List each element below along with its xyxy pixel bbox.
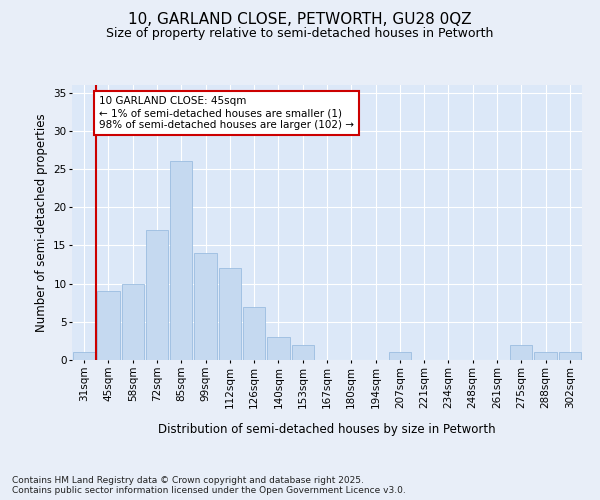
Bar: [292, 344, 314, 360]
Text: 10, GARLAND CLOSE, PETWORTH, GU28 0QZ: 10, GARLAND CLOSE, PETWORTH, GU28 0QZ: [128, 12, 472, 28]
Text: 10 GARLAND CLOSE: 45sqm
← 1% of semi-detached houses are smaller (1)
98% of semi: 10 GARLAND CLOSE: 45sqm ← 1% of semi-det…: [99, 96, 354, 130]
Y-axis label: Number of semi-detached properties: Number of semi-detached properties: [35, 113, 47, 332]
Bar: [97, 291, 119, 360]
Bar: [559, 352, 581, 360]
Bar: [389, 352, 411, 360]
Bar: [510, 344, 532, 360]
Text: Distribution of semi-detached houses by size in Petworth: Distribution of semi-detached houses by …: [158, 422, 496, 436]
Bar: [73, 352, 95, 360]
Bar: [218, 268, 241, 360]
Bar: [267, 337, 290, 360]
Bar: [170, 162, 193, 360]
Bar: [243, 306, 265, 360]
Bar: [146, 230, 168, 360]
Text: Contains HM Land Registry data © Crown copyright and database right 2025.
Contai: Contains HM Land Registry data © Crown c…: [12, 476, 406, 495]
Text: Size of property relative to semi-detached houses in Petworth: Size of property relative to semi-detach…: [106, 28, 494, 40]
Bar: [194, 253, 217, 360]
Bar: [535, 352, 557, 360]
Bar: [122, 284, 144, 360]
